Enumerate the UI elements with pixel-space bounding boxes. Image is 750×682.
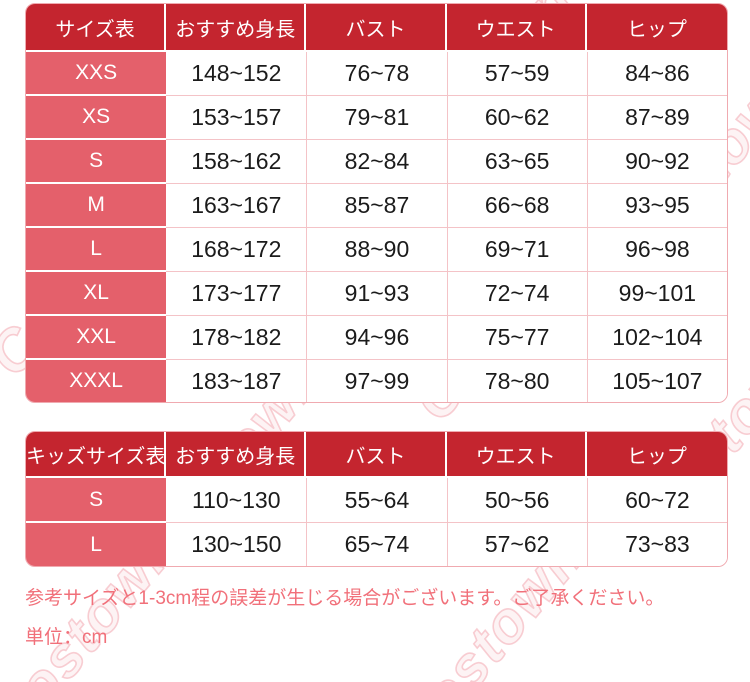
waist-cell: 75~77 bbox=[446, 316, 587, 360]
waist-cell: 57~59 bbox=[446, 52, 587, 96]
height-cell: 163~167 bbox=[166, 184, 307, 228]
column-header-bust: バスト bbox=[306, 4, 447, 52]
column-header-size: サイズ表 bbox=[26, 4, 167, 52]
waist-cell: 69~71 bbox=[446, 228, 587, 272]
height-cell: 130~150 bbox=[166, 523, 307, 566]
size-label: XXXL bbox=[26, 360, 167, 402]
bust-cell: 94~96 bbox=[306, 316, 447, 360]
waist-cell: 50~56 bbox=[446, 478, 587, 523]
bust-cell: 85~87 bbox=[306, 184, 447, 228]
tolerance-note: 参考サイズと1-3cm程の誤差が生じる場合がございます。ご了承ください。 bbox=[25, 588, 665, 609]
waist-cell: 66~68 bbox=[446, 184, 587, 228]
column-header-bust: バスト bbox=[306, 432, 447, 478]
bust-cell: 79~81 bbox=[306, 96, 447, 140]
footnotes: 参考サイズと1-3cm程の誤差が生じる場合がございます。ご了承ください。 単位：… bbox=[25, 588, 664, 650]
table-row: XL 173~177 91~93 72~74 99~101 bbox=[26, 272, 727, 316]
column-header-hip: ヒップ bbox=[586, 4, 727, 52]
size-label: S bbox=[26, 478, 167, 523]
hip-cell: 90~92 bbox=[586, 140, 727, 184]
waist-cell: 72~74 bbox=[446, 272, 587, 316]
table-row: XS 153~157 79~81 60~62 87~89 bbox=[26, 96, 727, 140]
hip-cell: 84~86 bbox=[586, 52, 727, 96]
size-label: XXS bbox=[26, 52, 167, 96]
table-row: L 130~150 65~74 57~62 73~83 bbox=[26, 523, 727, 566]
bust-cell: 91~93 bbox=[306, 272, 447, 316]
height-cell: 168~172 bbox=[166, 228, 307, 272]
height-cell: 183~187 bbox=[166, 360, 307, 402]
size-label: XL bbox=[26, 272, 167, 316]
column-header-kids-size: キッズサイズ表 bbox=[26, 432, 167, 478]
bust-cell: 55~64 bbox=[306, 478, 447, 523]
header-row: キッズサイズ表 おすすめ身長 バスト ウエスト ヒップ bbox=[26, 432, 727, 478]
table-row: L 168~172 88~90 69~71 96~98 bbox=[26, 228, 727, 272]
adult-size-table: サイズ表 おすすめ身長 バスト ウエスト ヒップ XXS 148~152 76~… bbox=[25, 3, 728, 403]
hip-cell: 60~72 bbox=[586, 478, 727, 523]
table-row: M 163~167 85~87 66~68 93~95 bbox=[26, 184, 727, 228]
unit-note: 単位：cm bbox=[25, 626, 108, 648]
hip-cell: 96~98 bbox=[586, 228, 727, 272]
bust-cell: 82~84 bbox=[306, 140, 447, 184]
column-header-height: おすすめ身長 bbox=[166, 432, 307, 478]
hip-cell: 102~104 bbox=[586, 316, 727, 360]
table-row: XXL 178~182 94~96 75~77 102~104 bbox=[26, 316, 727, 360]
column-header-waist: ウエスト bbox=[446, 432, 587, 478]
bust-cell: 97~99 bbox=[306, 360, 447, 402]
kids-size-table: キッズサイズ表 おすすめ身長 バスト ウエスト ヒップ S 110~130 55… bbox=[25, 431, 728, 567]
column-header-height: おすすめ身長 bbox=[166, 4, 307, 52]
hip-cell: 73~83 bbox=[586, 523, 727, 566]
waist-cell: 60~62 bbox=[446, 96, 587, 140]
size-label: L bbox=[26, 228, 167, 272]
height-cell: 178~182 bbox=[166, 316, 307, 360]
bust-cell: 65~74 bbox=[306, 523, 447, 566]
waist-cell: 63~65 bbox=[446, 140, 587, 184]
waist-cell: 57~62 bbox=[446, 523, 587, 566]
table-row: XXS 148~152 76~78 57~59 84~86 bbox=[26, 52, 727, 96]
table-row: XXXL 183~187 97~99 78~80 105~107 bbox=[26, 360, 727, 402]
size-label: XS bbox=[26, 96, 167, 140]
size-label: M bbox=[26, 184, 167, 228]
waist-cell: 78~80 bbox=[446, 360, 587, 402]
table-row: S 110~130 55~64 50~56 60~72 bbox=[26, 478, 727, 523]
height-cell: 173~177 bbox=[166, 272, 307, 316]
size-label: L bbox=[26, 523, 167, 566]
hip-cell: 105~107 bbox=[586, 360, 727, 402]
hip-cell: 99~101 bbox=[586, 272, 727, 316]
size-label: S bbox=[26, 140, 167, 184]
header-row: サイズ表 おすすめ身長 バスト ウエスト ヒップ bbox=[26, 4, 727, 52]
column-header-hip: ヒップ bbox=[586, 432, 727, 478]
table-row: S 158~162 82~84 63~65 90~92 bbox=[26, 140, 727, 184]
size-label: XXL bbox=[26, 316, 167, 360]
hip-cell: 87~89 bbox=[586, 96, 727, 140]
height-cell: 158~162 bbox=[166, 140, 307, 184]
bust-cell: 76~78 bbox=[306, 52, 447, 96]
hip-cell: 93~95 bbox=[586, 184, 727, 228]
height-cell: 148~152 bbox=[166, 52, 307, 96]
column-header-waist: ウエスト bbox=[446, 4, 587, 52]
bust-cell: 88~90 bbox=[306, 228, 447, 272]
height-cell: 110~130 bbox=[166, 478, 307, 523]
height-cell: 153~157 bbox=[166, 96, 307, 140]
